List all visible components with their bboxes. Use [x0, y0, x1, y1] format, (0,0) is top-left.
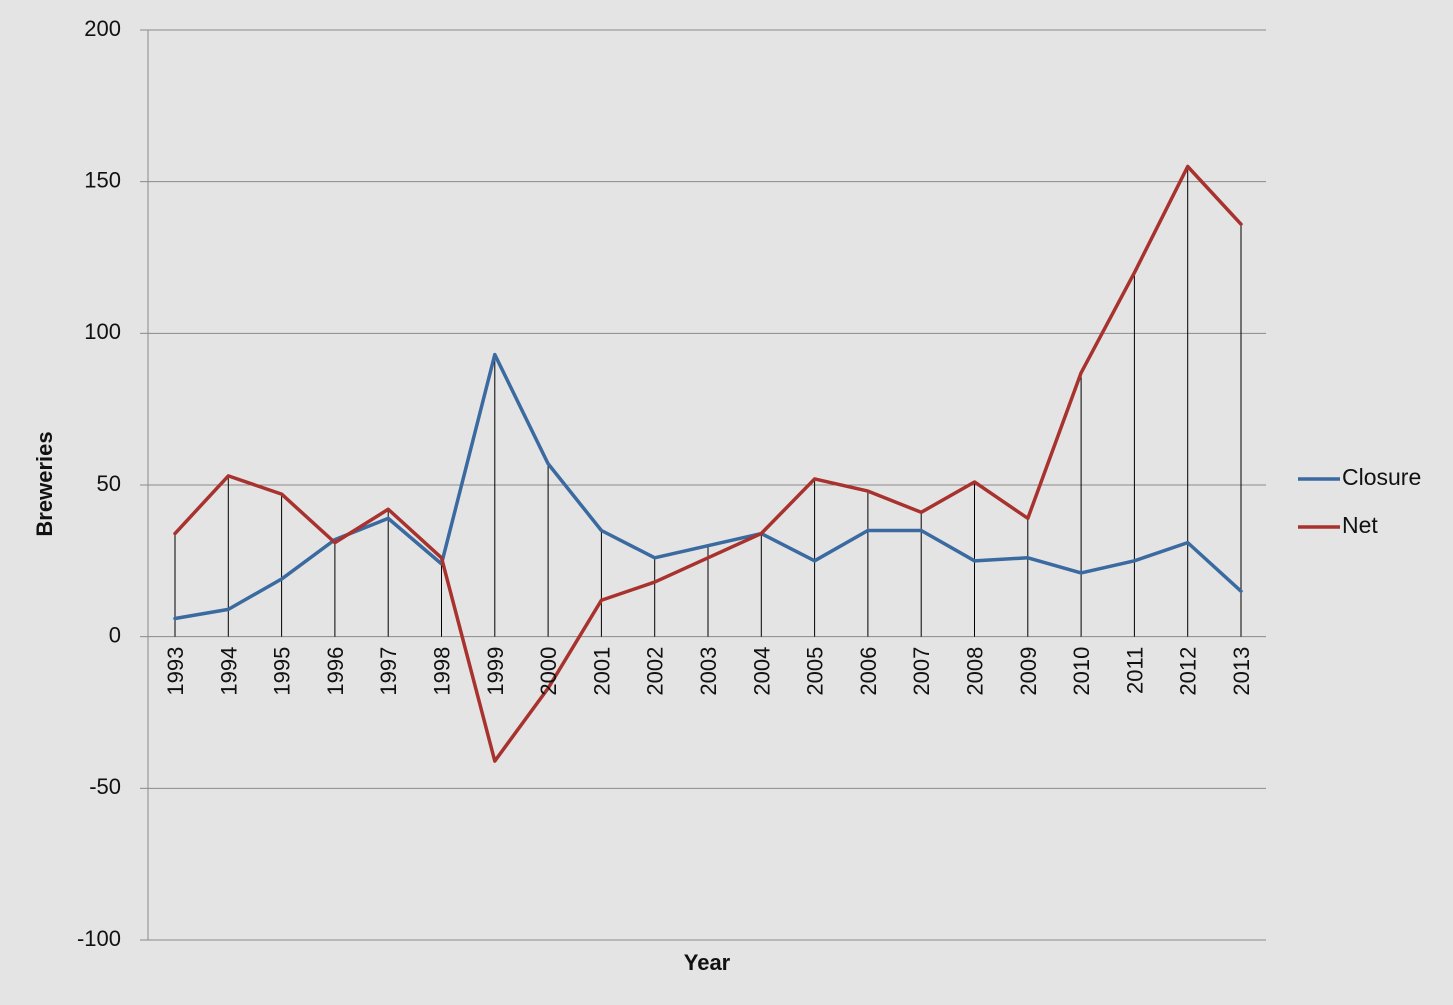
x-tick-label: 2012	[1176, 647, 1201, 696]
x-tick-label: 2003	[696, 647, 721, 696]
x-tick-label: 2006	[856, 647, 881, 696]
y-tick-label: 200	[84, 16, 121, 41]
legend-label-net: Net	[1342, 512, 1378, 538]
x-tick-label: 2005	[803, 647, 828, 696]
drop-lines	[174, 166, 1242, 637]
y-tick-label: -50	[89, 774, 121, 799]
x-axis-title: Year	[684, 950, 731, 975]
gridlines	[148, 29, 1266, 941]
x-tick-label: 2001	[589, 647, 614, 696]
x-tick-label: 2010	[1069, 647, 1094, 696]
x-tick-label: 2002	[643, 647, 668, 696]
y-tick-label: -100	[77, 926, 121, 951]
x-tick-label: 1995	[270, 647, 295, 696]
legend-label-closure: Closure	[1342, 464, 1421, 490]
y-tick-label: 150	[84, 167, 121, 192]
y-tick-label: 50	[97, 471, 121, 496]
axes	[140, 29, 149, 941]
x-tick-label: 2008	[963, 647, 988, 696]
x-tick-label: 2004	[749, 647, 774, 696]
y-tick-label: 0	[109, 622, 121, 647]
x-tick-label: 2000	[536, 647, 561, 696]
y-tick-label: 100	[84, 319, 121, 344]
series-line-net	[173, 164, 1243, 763]
x-tick-label: 1993	[163, 647, 188, 696]
legend: Closure Net	[1298, 464, 1421, 538]
x-tick-label: 2009	[1016, 647, 1041, 696]
series-lines	[173, 164, 1243, 763]
x-tick-label: 1996	[323, 647, 348, 696]
x-tick-label: 1997	[376, 647, 401, 696]
x-tick-label: 2013	[1229, 647, 1254, 696]
x-tick-label: 1994	[216, 647, 241, 696]
x-tick-label: 2007	[909, 647, 934, 696]
y-axis-title: Breweries	[32, 431, 57, 536]
tick-labels: -100 -50 0 50 100 150 200 1993 1994 1995 1996 1997 1…	[77, 16, 1254, 951]
x-tick-label: 2011	[1122, 647, 1147, 694]
x-tick-label: 1998	[430, 647, 455, 696]
x-tick-label: 1999	[483, 647, 508, 696]
